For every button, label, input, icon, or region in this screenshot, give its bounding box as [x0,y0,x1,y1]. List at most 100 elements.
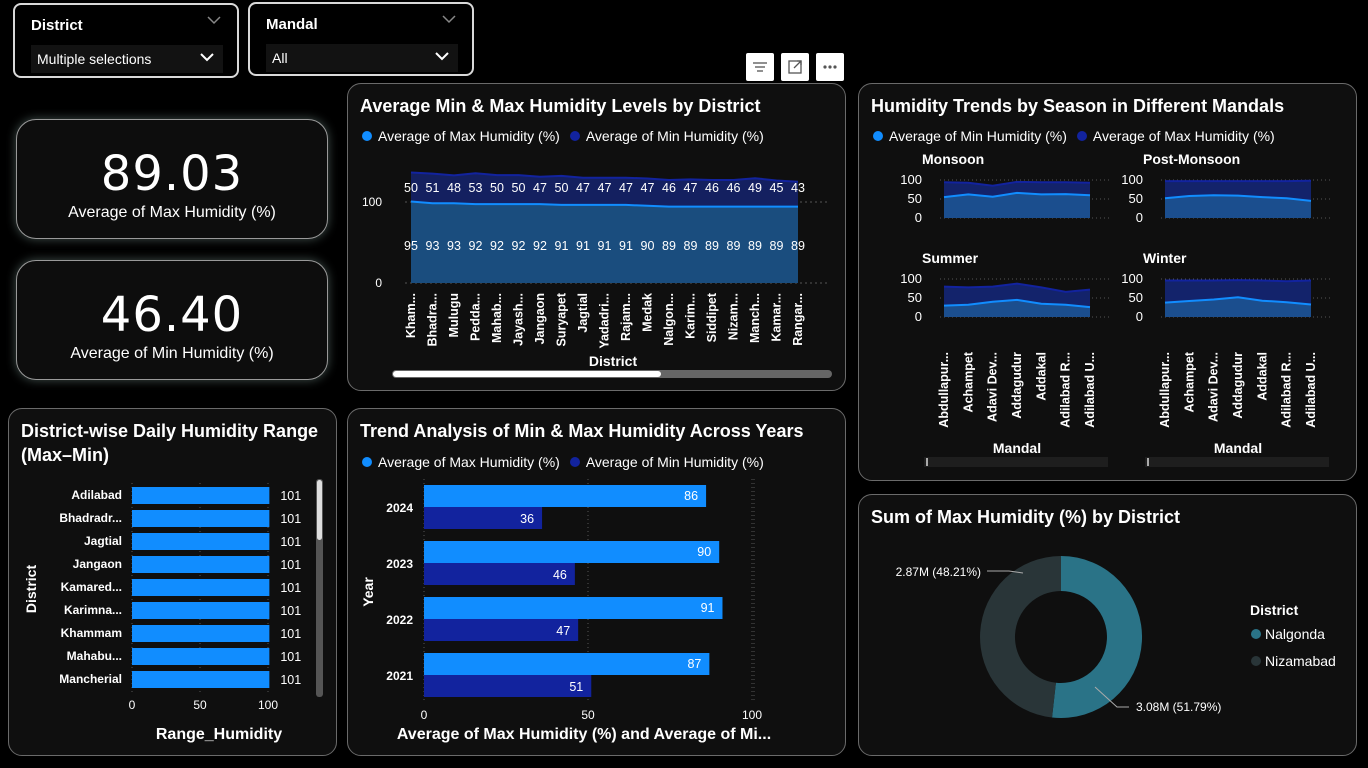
data-label-max: 91 [576,239,590,253]
filter-button[interactable] [746,53,774,81]
more-options-icon [823,65,837,69]
data-label-max: 89 [727,239,741,253]
x-tick-label: Adavi Dev... [1207,352,1221,422]
panel-title: Summer [922,250,979,266]
data-label-max: 89 [684,239,698,253]
x-tick-label: Pedda... [469,293,483,341]
legend-marker [569,131,580,141]
scrollbar-thumb [393,371,661,377]
data-label: 101 [280,673,301,687]
y-tick-label: Khammam [61,626,122,640]
x-tick-label: Addagudur [1231,352,1245,419]
y-tick-label: 50 [908,290,922,305]
range-humidity-chart[interactable]: District-wise Daily Humidity Range (Max–… [8,408,337,756]
y-tick-label: 0 [1136,210,1143,225]
x-tick-label: Adilabad R... [1059,352,1073,428]
y-axis-title: Year [360,577,376,607]
data-label: 101 [280,489,301,503]
chart-legend: Average of Min Humidity (%) Average of M… [873,128,1275,144]
district-dropdown-value: Multiple selections [37,51,152,67]
kpi-caption: Average of Min Humidity (%) [70,345,274,362]
y-axis-title: District [23,565,39,614]
data-label-max: 93 [447,239,461,253]
data-label-min: 51 [569,680,583,694]
x-tick-label: Addakal [1034,352,1048,401]
min-humidity-area [944,192,1090,218]
year-bar-plot[interactable]: 0 50 100 2024 86 36 2023 90 46 2022 91 47 2021 87 51 Ye… [348,409,845,755]
y-tick-label: 0 [375,276,382,290]
x-tick-label: Kamar... [770,293,784,342]
scrollbar-thumb [317,480,322,540]
x-tick-label: Jayash... [512,293,526,346]
data-label-max: 89 [770,239,784,253]
mandal-slicer[interactable]: Mandal All [248,2,474,76]
data-label: 3.08M (51.79%) [1136,700,1221,714]
min-humidity-bar [424,563,575,585]
data-label-min: 45 [770,181,784,195]
horizontal-scrollbar [1145,457,1329,467]
filter-icon [753,62,767,72]
mandal-dropdown-value: All [272,50,288,66]
range-bar-plot[interactable]: 0 50 100 Adilabad 101 Bhadradr... 101 Jagtial 10… [9,409,336,755]
y-tick-label: 2023 [386,557,413,571]
focus-mode-button[interactable] [781,53,809,81]
x-tick-label: 0 [129,698,136,712]
min-humidity-line [943,191,1091,199]
x-tick-label: Adilabad R... [1280,352,1294,428]
season-small-multiples-plot[interactable]: Monsoon100500Post-Monsoon100500Summer100… [859,84,1356,480]
horizontal-scrollbar [924,457,1108,467]
donut-plot[interactable]: 3.08M (51.79%) 2.87M (48.21%) District Nalg… [859,495,1356,755]
x-tick-label: Rangar... [791,293,805,346]
y-tick-label: 2021 [386,669,413,683]
min-humidity-bar [424,675,592,697]
max-humidity-line [410,200,798,208]
district-slicer[interactable]: District Multiple selections [13,3,239,78]
more-options-button[interactable] [816,53,844,81]
y-tick-label: 100 [1121,271,1143,286]
chart-title: Average Min & Max Humidity Levels by Dis… [360,96,761,116]
data-label-max: 91 [555,239,569,253]
chevron-down-icon[interactable] [442,14,456,24]
data-label-min: 46 [727,181,741,195]
mandal-dropdown[interactable]: All [266,44,458,72]
x-tick-label: Mahab... [490,293,504,343]
x-tick-label: Achampet [961,351,975,412]
y-tick-label: 2024 [386,501,413,515]
chevron-down-icon[interactable] [207,15,221,25]
range-bar [132,671,270,688]
district-slicer-label: District [31,17,83,34]
district-area-plot[interactable]: 100 0 50 95 Kham... 51 93 Bhadra... 48 93 Mulugu 53… [348,84,845,390]
x-tick-label: 100 [258,698,278,712]
data-label: 101 [280,650,301,664]
data-label-max: 91 [598,239,612,253]
chart-legend: Average of Max Humidity (%) Average of M… [362,128,764,144]
x-tick-label: Nizam... [727,293,741,340]
y-tick-label: 0 [1136,309,1143,324]
year-humidity-chart[interactable]: Trend Analysis of Min & Max Humidity Acr… [347,408,846,756]
donut-humidity-chart[interactable]: Sum of Max Humidity (%) by District 3.08… [858,494,1357,756]
data-label: 101 [280,558,301,572]
panel-title: Winter [1143,250,1187,266]
data-label-max: 95 [404,239,418,253]
y-tick-label: Mahabu... [67,649,122,663]
y-tick-label: Kamared... [61,580,122,594]
x-tick-label: Mulugu [447,293,461,337]
season-humidity-chart[interactable]: Humidity Trends by Season in Different M… [858,83,1357,481]
data-label: 101 [280,627,301,641]
data-label-max: 93 [426,239,440,253]
data-label-max: 92 [490,239,504,253]
max-humidity-line [943,282,1091,293]
scrollbar-thumb [1147,458,1149,466]
y-tick-label: 0 [915,309,922,324]
leader-line [987,570,1024,574]
data-label: 2.87M (48.21%) [896,565,981,579]
district-dropdown[interactable]: Multiple selections [31,45,223,73]
x-tick-label: Yadadri... [598,293,612,349]
data-label-min: 51 [426,181,440,195]
district-humidity-chart[interactable]: Average Min & Max Humidity Levels by Dis… [347,83,846,391]
max-humidity-bar [424,597,723,619]
x-tick-label: Achampet [1182,351,1196,412]
data-label-min: 53 [469,181,483,195]
y-tick-label: 50 [908,191,922,206]
kpi-caption: Average of Max Humidity (%) [68,204,276,221]
